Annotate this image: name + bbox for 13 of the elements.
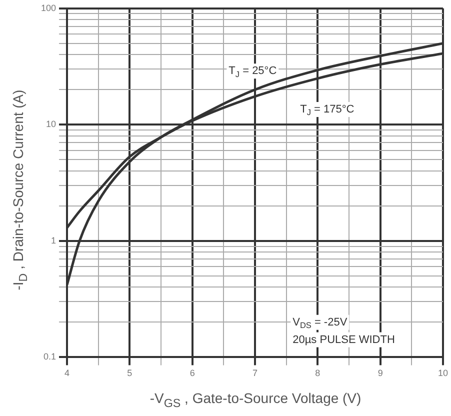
x-tick-label: 10 — [438, 368, 448, 378]
x-axis-title: -V$_{GS}$ , Gate-to-Source Voltage (V) — [148, 390, 362, 410]
x-tick-label: 4 — [64, 368, 70, 378]
x-tick-label: 8 — [315, 368, 320, 378]
x-tick-label: 7 — [252, 368, 258, 378]
y-tick-label: 100 — [40, 2, 56, 13]
y-tick-label: 10 — [46, 119, 56, 130]
y-tick-label: 0.1 — [44, 352, 56, 362]
x-tick-label: 9 — [378, 368, 383, 378]
annotation: 20µs PULSE WIDTH — [292, 334, 395, 346]
y-tick-label: 1 — [51, 235, 56, 246]
x-tick-label: 5 — [127, 368, 132, 378]
x-tick-label: 6 — [190, 368, 195, 378]
